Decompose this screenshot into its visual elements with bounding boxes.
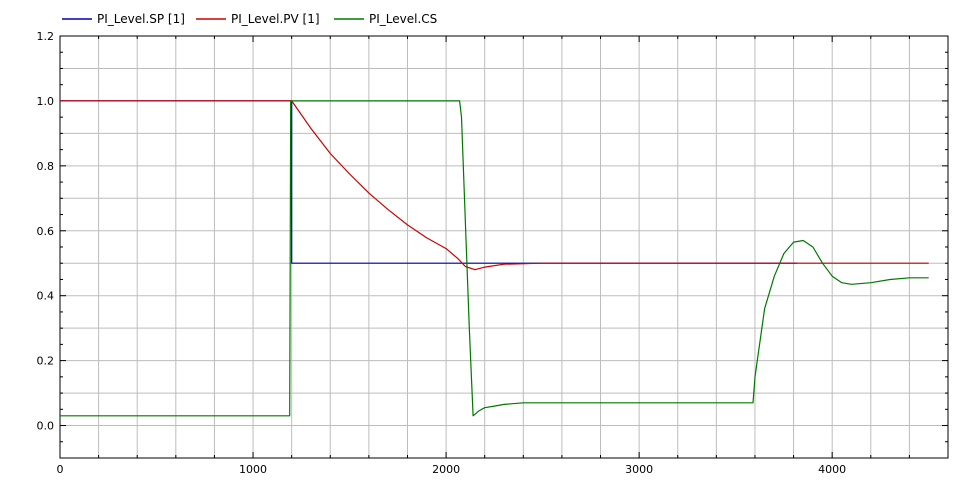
y-tick-label: 1.2 [37,30,55,43]
series-line-2 [60,100,929,271]
series-group [60,100,929,417]
y-tick-label: 0.6 [37,225,55,238]
grid [60,36,948,458]
legend: PI_Level.SP [1] PI_Level.PV [1] PI_Level.C… [62,12,437,26]
legend-label: PI_Level.PV [1] [231,12,320,26]
y-tick-label: 1.0 [37,95,55,108]
axes: 0 1000 2000 3000 4000 0.0 0.2 0.4 0.6 0.8 1.0 1.2 [37,30,949,476]
y-tick-label: 0.8 [37,160,55,173]
x-tick-label: 2000 [432,463,460,476]
y-tick-label: 0.2 [37,355,55,368]
y-tick-label: 0.0 [37,420,55,433]
x-tick-label: 1000 [239,463,267,476]
legend-label: PI_Level.SP [1] [97,12,185,26]
plot-frame [59,35,949,459]
legend-label: PI_Level.CS [369,12,437,26]
series-line-3 [60,100,929,417]
x-tick-label: 0 [57,463,64,476]
x-tick-label: 3000 [625,463,653,476]
x-tick-label: 4000 [818,463,846,476]
y-tick-label: 0.4 [37,290,55,303]
